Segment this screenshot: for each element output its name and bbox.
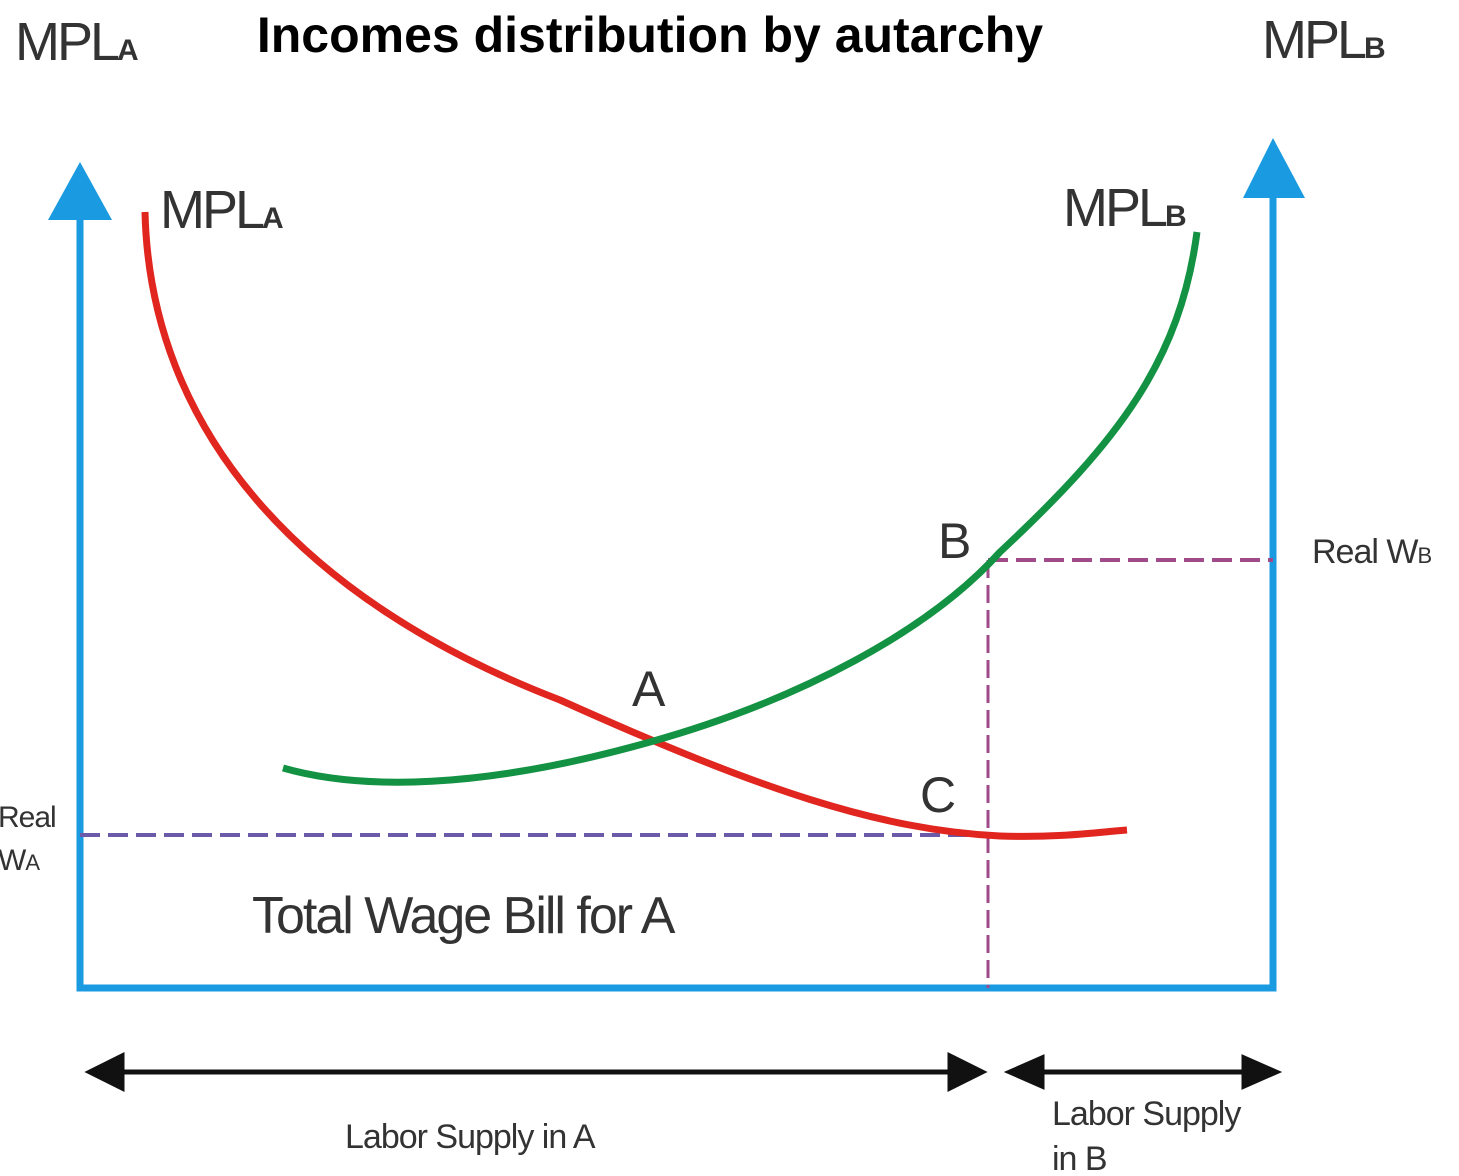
wage-b-label: Real WB (1312, 533, 1431, 571)
supply-a-label: Labor Supply in A (345, 1118, 596, 1156)
label-main: MPL (15, 12, 119, 72)
axes (48, 138, 1305, 992)
label-main: W (0, 844, 27, 877)
point-label: B (938, 513, 971, 569)
point-label: A (632, 661, 666, 717)
corner-label-right: MPLB (1262, 10, 1386, 70)
label-sub: A (262, 202, 284, 235)
supply-b-label: Labor Supply (1052, 1095, 1241, 1133)
label-sub: B (1165, 200, 1187, 233)
axis-arrow (48, 162, 112, 220)
wage-a-label: Real (0, 801, 56, 834)
curve-label-a: MPLA (160, 180, 284, 240)
arrow-head (1241, 1054, 1283, 1090)
label-main: MPL (1262, 10, 1366, 70)
label-sub: B (1417, 543, 1431, 568)
label-main: MPL (160, 180, 264, 240)
supply-b-label: in B (1052, 1140, 1107, 1176)
label-sub: A (117, 34, 139, 67)
curve-mpl-b (282, 231, 1201, 786)
label-main: MPL (1063, 178, 1167, 238)
wage-a-label: WA (0, 844, 40, 877)
point-label: C (920, 767, 956, 823)
curve-label-b: MPLB (1063, 178, 1187, 238)
title: Incomes distribution by autarchy (257, 7, 1043, 63)
arrow-head (947, 1051, 988, 1093)
arrow-head (84, 1051, 125, 1093)
corner-label-left: MPLA (15, 12, 139, 72)
label-main: Real W (1312, 533, 1418, 571)
label-sub: A (25, 850, 40, 875)
supply-arrows (84, 1051, 1283, 1093)
arrow-head (1003, 1054, 1045, 1090)
axis-frame (76, 190, 1277, 992)
axis-arrow (1243, 138, 1305, 198)
area-label: Total Wage Bill for A (252, 887, 676, 945)
label-sub: B (1364, 32, 1386, 65)
